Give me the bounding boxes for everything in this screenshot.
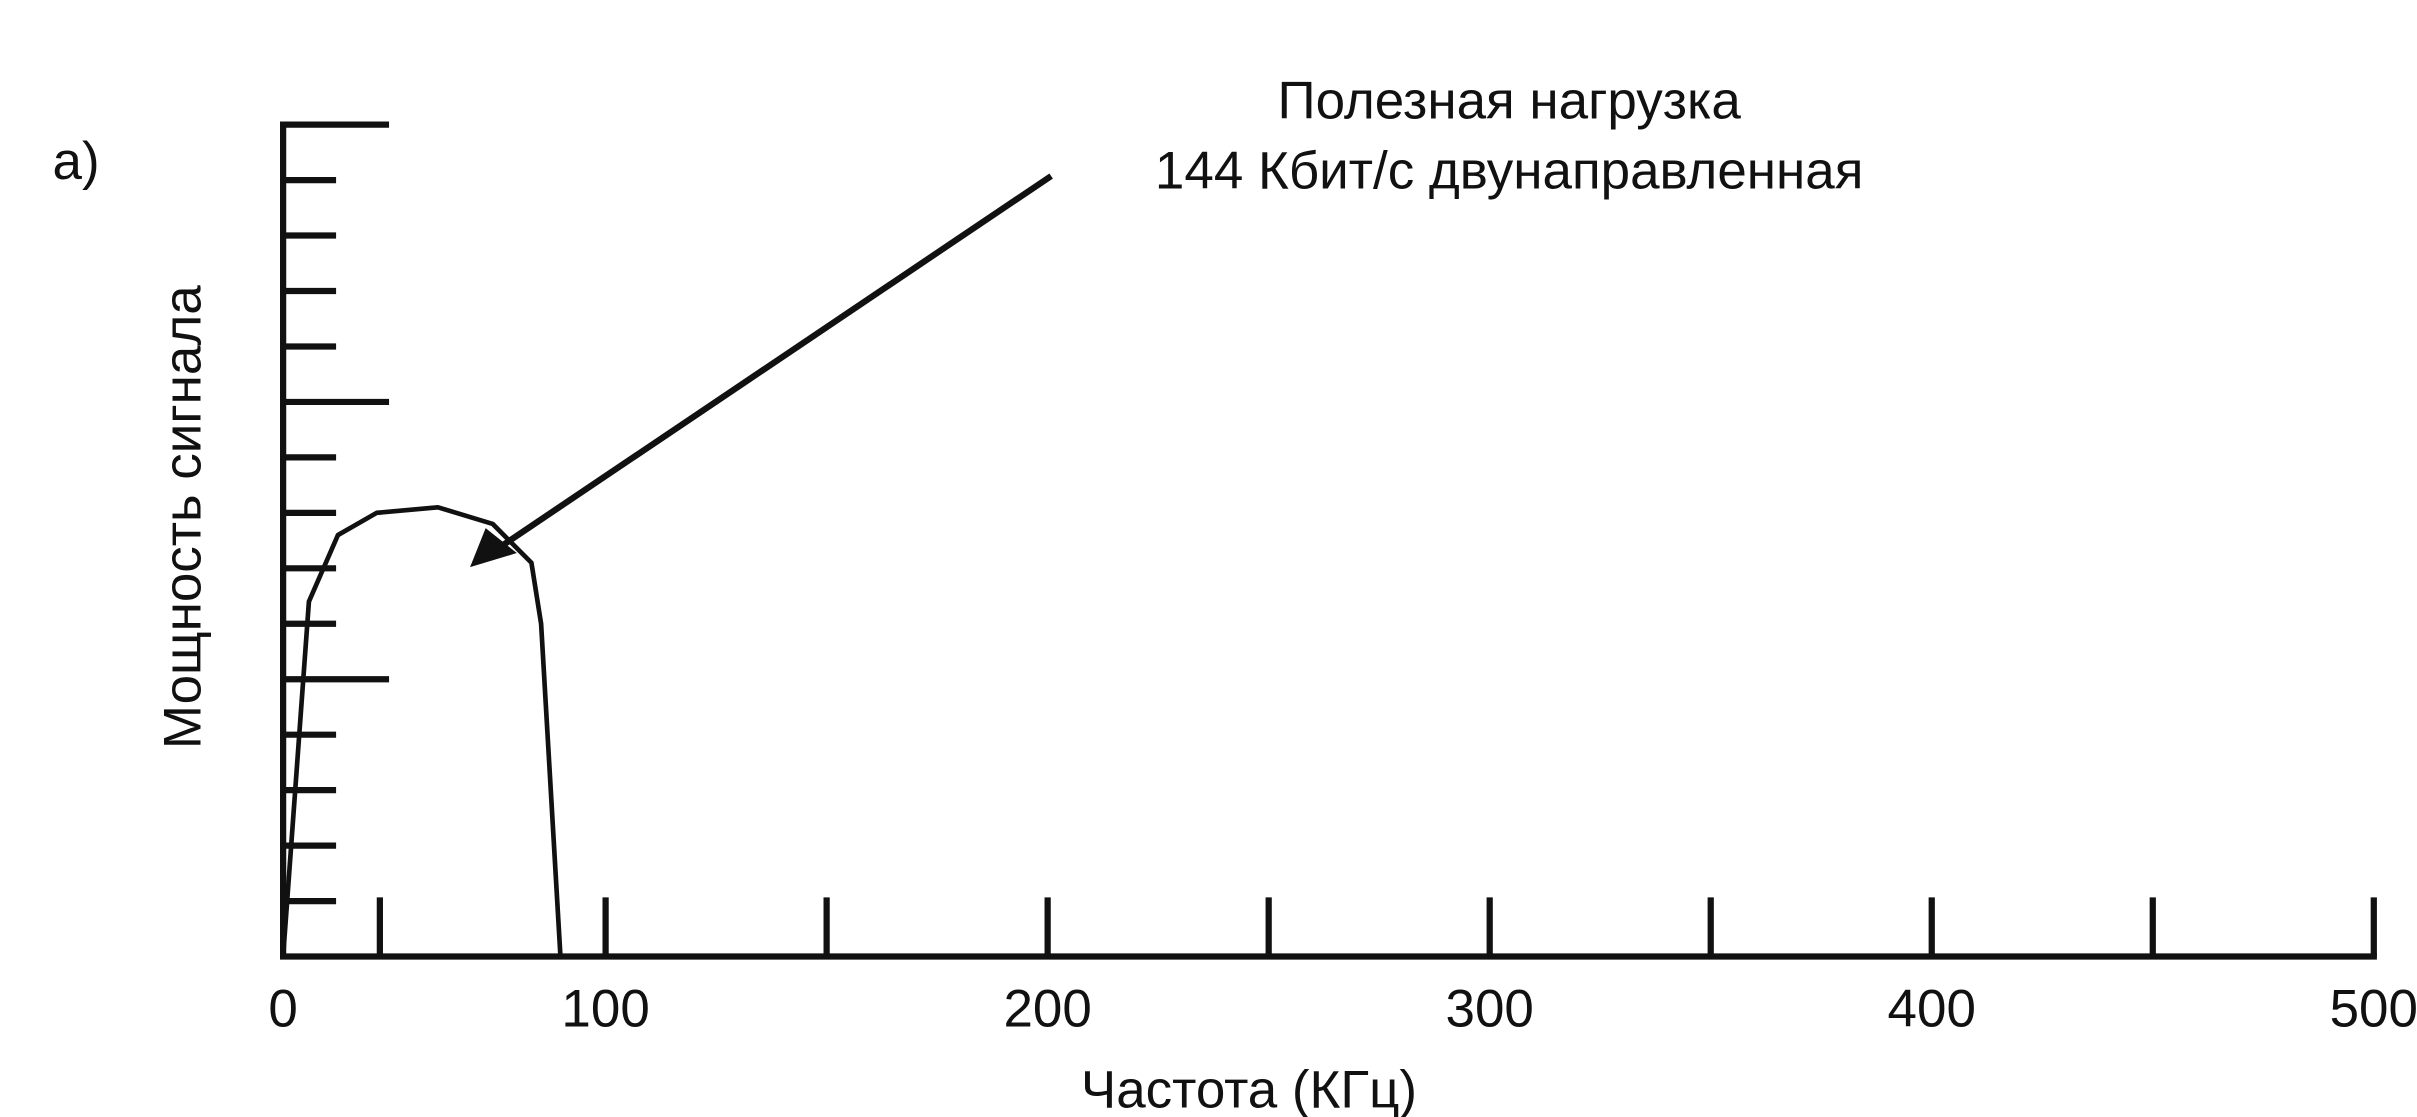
y-axis-title: Мощность сигнала: [154, 285, 213, 749]
annotation: 144 Кбит/с двунаправленная: [1155, 141, 1863, 200]
x-tick-label: 300: [1446, 980, 1534, 1039]
x-tick-label: 0: [268, 980, 297, 1039]
x-tick-label: 400: [1888, 980, 1976, 1039]
x-tick-label: 100: [561, 980, 649, 1039]
x-tick-label: 200: [1003, 980, 1091, 1039]
x-axis-title: Частота (КГц): [1081, 1061, 1417, 1117]
arrow-head: [470, 528, 517, 568]
panel-label: а): [53, 132, 100, 191]
x-tick-label: 500: [2330, 980, 2417, 1039]
spectrum-curve: [280, 504, 563, 957]
arrow: [496, 173, 1053, 551]
annotation: Полезная нагрузка: [1278, 71, 1742, 130]
